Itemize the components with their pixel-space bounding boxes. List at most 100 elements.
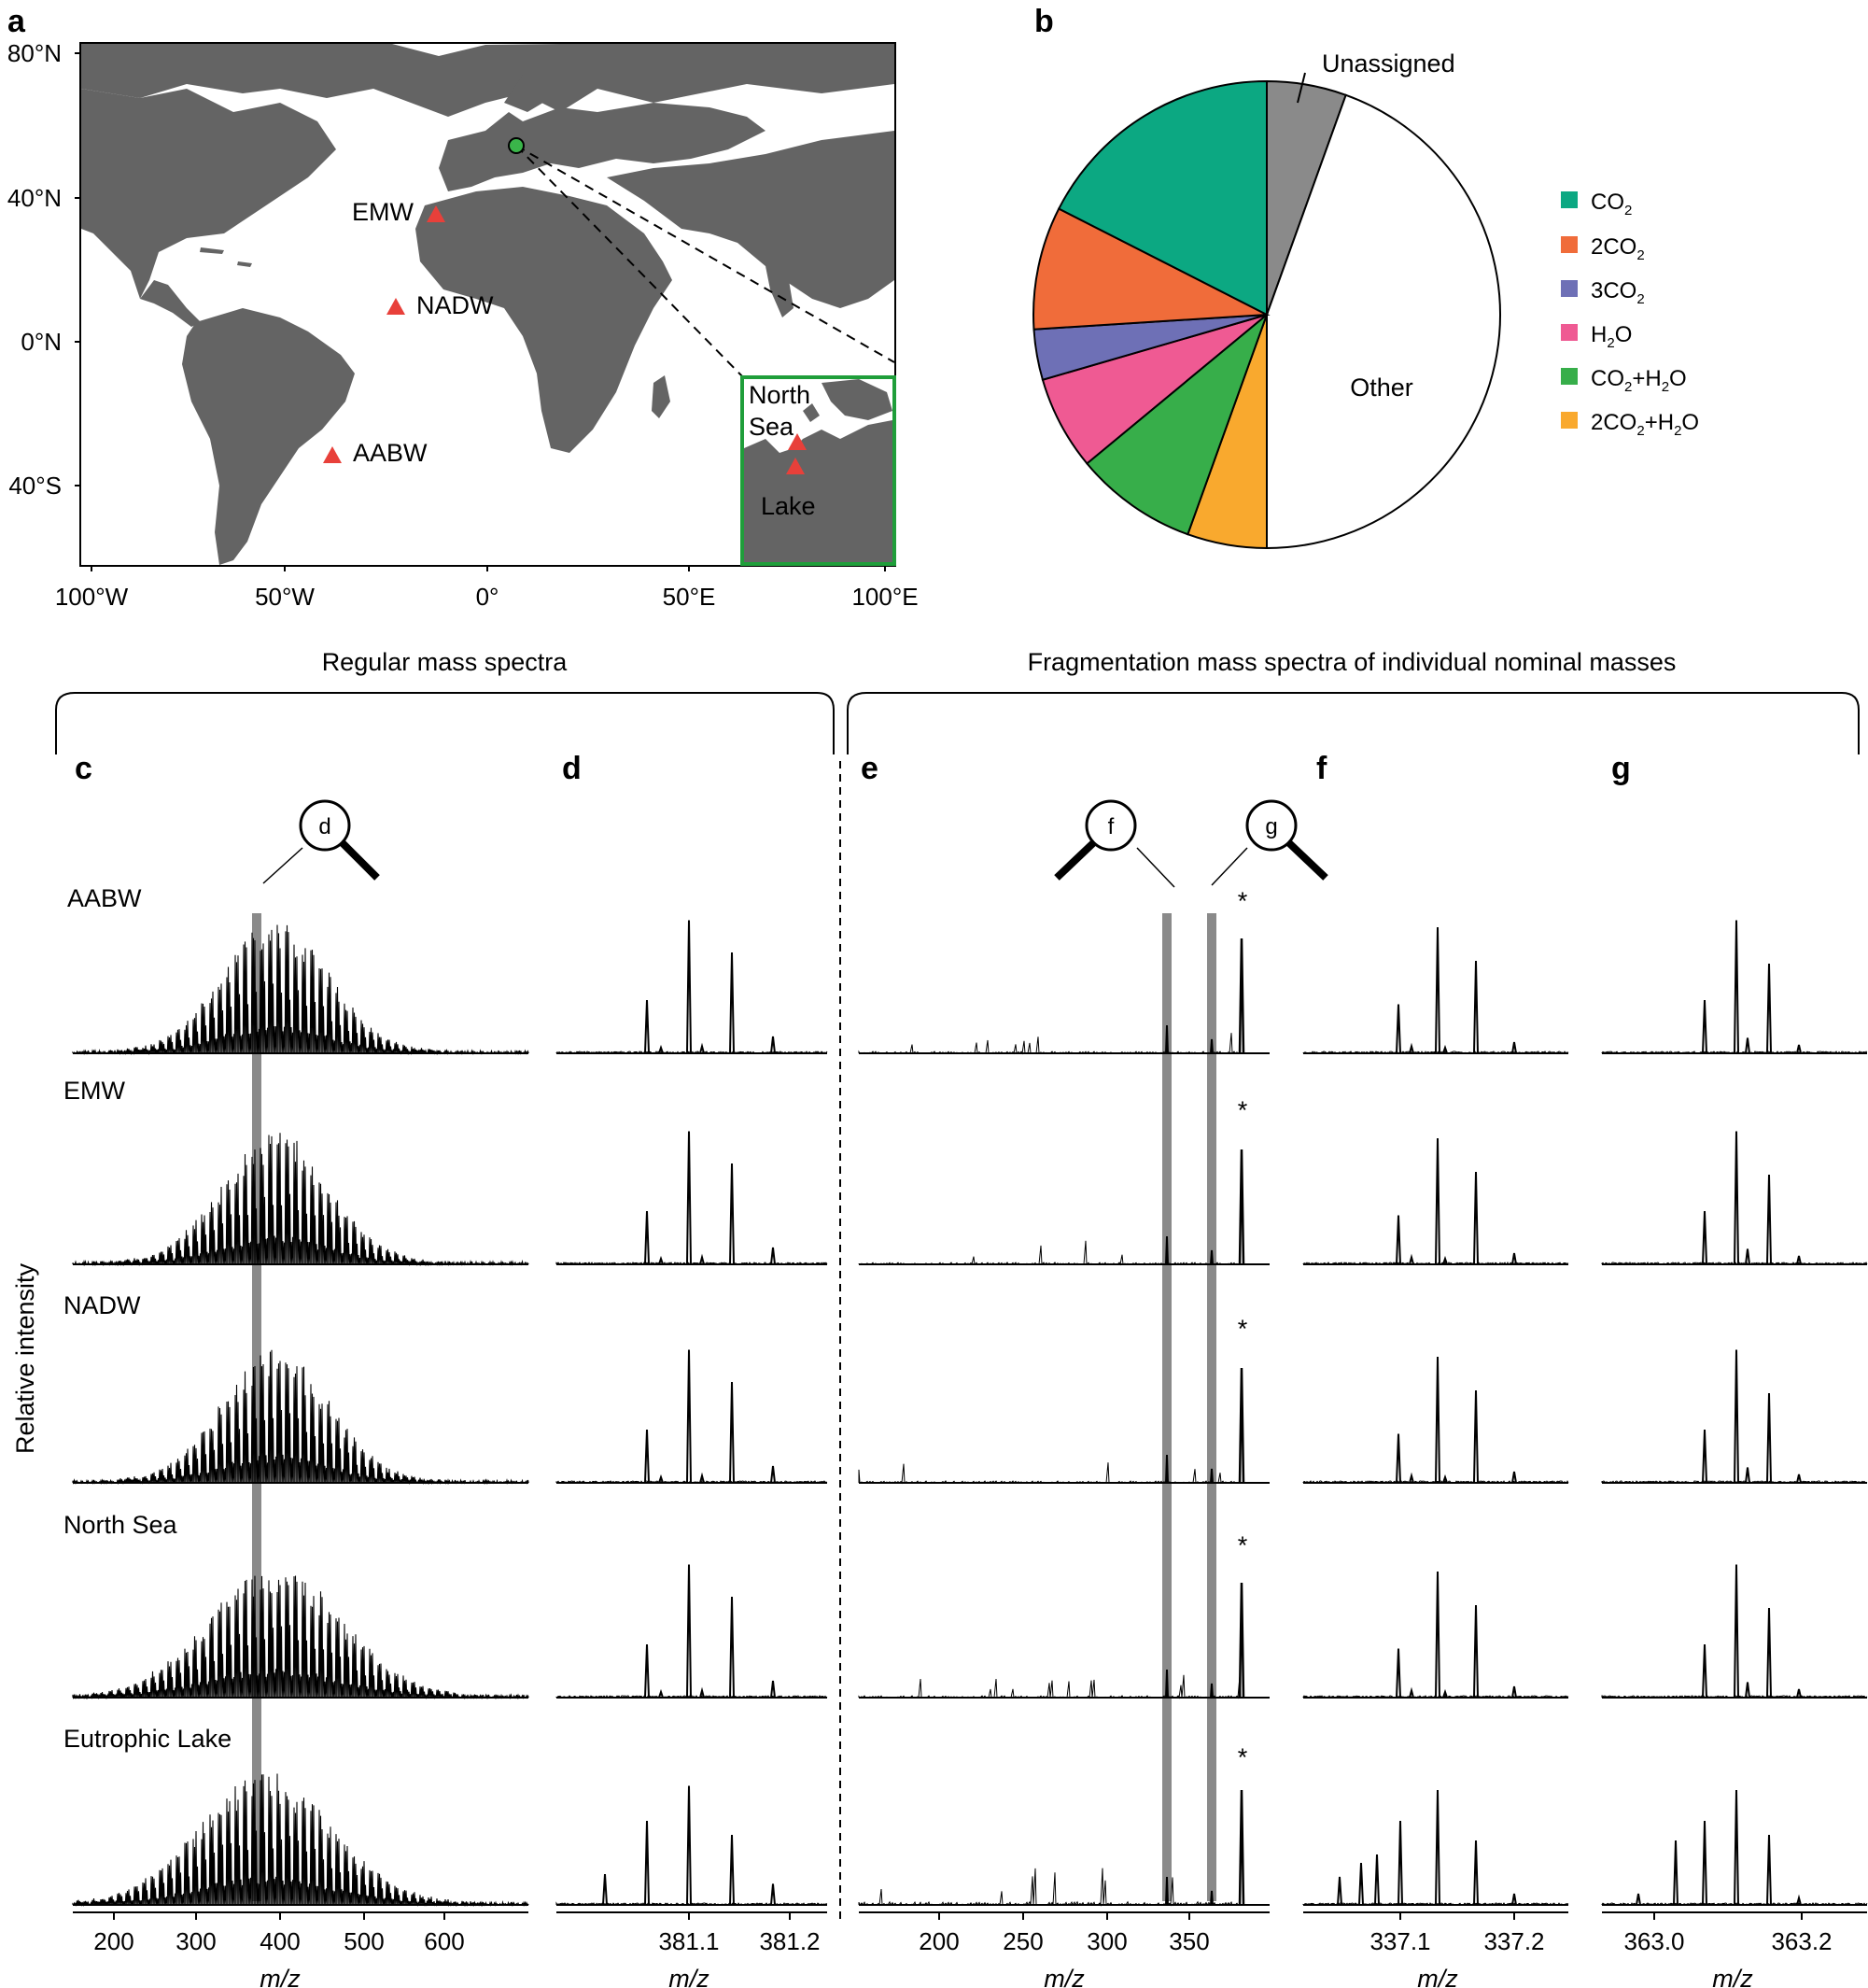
peak-g-aabw-3	[1745, 1037, 1750, 1054]
legend-swatch-co2	[1561, 191, 1578, 208]
lon-tick-0: 0°	[476, 583, 499, 611]
precursor-peak-north-sea	[1238, 1582, 1245, 1699]
peak-f-emw-2	[1473, 1171, 1479, 1265]
fragment-peak-g-eutrophic-lake	[1210, 1890, 1214, 1906]
inset-leader-upper	[515, 145, 895, 363]
spectrum-c-aabw	[72, 924, 529, 1056]
site-label-emw: EMW	[352, 198, 414, 226]
peak-f-aabw-4	[1409, 1042, 1414, 1054]
peak-d-eutrophic-lake-4	[770, 1883, 776, 1906]
legend-swatch-h2o	[1561, 324, 1578, 341]
peak-f-emw-4	[1409, 1253, 1414, 1265]
fragment-peak-f-emw	[1165, 1235, 1169, 1265]
peak-f-north-sea-1	[1435, 1571, 1440, 1699]
legend-label-co2-h2o: CO2+H2O	[1591, 366, 1687, 395]
x-axis-label-d: m/z	[668, 1965, 709, 1988]
inset-label-north: North	[749, 381, 810, 409]
panel-label-d: d	[562, 751, 582, 786]
sample-label-aabw: AABW	[67, 884, 142, 912]
pie-slice-other	[1266, 93, 1501, 550]
peak-d-eutrophic-lake-1	[644, 1820, 650, 1906]
bracket-regular	[55, 692, 835, 754]
spectra-axes: 200 300 400 500 600 m/z 381.1 381.2 m/z 200 250 300…	[73, 1911, 1867, 1988]
map-panel: North Sea Lake EMW NADW AABW 80°N 40°N 0…	[7, 39, 919, 611]
peak-d-emw-3	[770, 1247, 776, 1265]
peak-f-emw-1	[1435, 1137, 1440, 1265]
peak-d-north-sea-4	[658, 1688, 664, 1699]
fragment-peak-g-nadw	[1210, 1468, 1214, 1484]
inset-label-sea: Sea	[749, 413, 794, 441]
peak-f-aabw-5	[1442, 1044, 1448, 1054]
sample-label-nadw: NADW	[63, 1291, 141, 1319]
spectra-group	[72, 920, 1868, 1908]
legend-swatch-2co2-h2o	[1561, 412, 1578, 429]
site-label-nadw: NADW	[416, 291, 494, 319]
spectrum-c-emw	[72, 1133, 529, 1267]
lat-axis: 80°N 40°N 0°N 40°S	[7, 39, 80, 500]
peak-f-emw-3	[1511, 1252, 1517, 1265]
spectrum-e-emw	[858, 1240, 1242, 1266]
inset-land	[744, 379, 892, 562]
bracket-fragmentation	[847, 692, 1860, 754]
precursor-peak-eutrophic-lake	[1238, 1789, 1245, 1906]
site-marker-aabw	[323, 446, 342, 463]
origin-marker	[508, 137, 525, 154]
panel-label-g: g	[1611, 751, 1631, 786]
asterisk-eutrophic-lake: *	[1238, 1743, 1248, 1771]
y-axis-label: Relative intensity	[11, 1262, 39, 1454]
spectrum-e-eutrophic-lake	[858, 1868, 1242, 1907]
legend-swatch-2co2	[1561, 236, 1578, 253]
peak-f-nadw-4	[1409, 1472, 1414, 1484]
spectrum-c-nadw	[72, 1349, 529, 1486]
x-tick-label-c-3: 500	[344, 1927, 384, 1955]
peak-d-eutrophic-lake-3	[729, 1834, 735, 1906]
peak-f-aabw-2	[1473, 960, 1479, 1054]
inset-label-lake: Lake	[761, 492, 816, 520]
sample-label-emw: EMW	[63, 1077, 126, 1105]
x-tick-label-d-1: 381.2	[759, 1927, 820, 1955]
peak-f-eutrophic-lake-5	[1473, 1840, 1479, 1906]
peak-g-north-sea-4	[1796, 1688, 1802, 1699]
legend-label-2co2: 2CO2	[1591, 234, 1645, 263]
peak-g-eutrophic-lake-1	[1673, 1840, 1678, 1906]
x-tick-label-c-2: 400	[260, 1927, 300, 1955]
spectrum-e-aabw	[858, 1033, 1242, 1055]
highlight-band-e-g	[1207, 913, 1216, 1901]
peak-f-nadw-2	[1473, 1389, 1479, 1484]
lon-tick-50e: 50°E	[663, 583, 716, 611]
peak-g-eutrophic-lake-3	[1734, 1789, 1739, 1906]
panel-label-e: e	[861, 751, 878, 786]
magnifier-g-label: g	[1265, 814, 1277, 839]
inset-leader-lower	[515, 145, 744, 378]
asterisk-aabw: *	[1238, 887, 1248, 915]
peak-f-north-sea-0	[1396, 1648, 1401, 1699]
asterisk-emw: *	[1238, 1096, 1248, 1124]
spectrum-c-eutrophic-lake	[72, 1773, 529, 1908]
peak-g-north-sea-0	[1702, 1643, 1707, 1699]
fragment-peak-g-north-sea	[1210, 1683, 1214, 1699]
pie-legend: CO2 2CO2 3CO2 H2O CO2+H2O 2CO2+H2O	[1561, 190, 1699, 439]
site-marker-lake	[786, 458, 805, 474]
peak-d-aabw-4	[658, 1044, 664, 1054]
magnifier-d-label: d	[318, 814, 330, 839]
peak-f-north-sea-4	[1409, 1686, 1414, 1699]
peak-g-eutrophic-lake-5	[1796, 1894, 1802, 1906]
fragment-peak-f-eutrophic-lake	[1165, 1876, 1169, 1906]
peak-d-emw-4	[658, 1255, 664, 1265]
legend-swatch-co2-h2o	[1561, 368, 1578, 385]
peak-f-eutrophic-lake-2	[1374, 1854, 1380, 1906]
highlight-band-c	[252, 913, 261, 1901]
peak-f-eutrophic-lake-4	[1435, 1789, 1440, 1906]
precursor-peak-nadw	[1238, 1367, 1245, 1484]
peak-f-nadw-3	[1511, 1471, 1517, 1484]
lon-axis: 100°W 50°W 0° 50°E 100°E	[55, 566, 919, 611]
peak-g-eutrophic-lake-0	[1636, 1893, 1641, 1906]
pie-slice-co2-h2o	[1085, 311, 1270, 536]
peak-g-eutrophic-lake-4	[1766, 1834, 1772, 1906]
legend-label-2co2-h2o: 2CO2+H2O	[1591, 410, 1699, 439]
sample-label-north-sea: North Sea	[63, 1511, 178, 1539]
peak-g-nadw-3	[1745, 1467, 1750, 1484]
peak-d-north-sea-5	[699, 1686, 705, 1699]
site-marker-nadw	[386, 298, 405, 315]
fragment-peak-g-emw	[1210, 1249, 1214, 1265]
